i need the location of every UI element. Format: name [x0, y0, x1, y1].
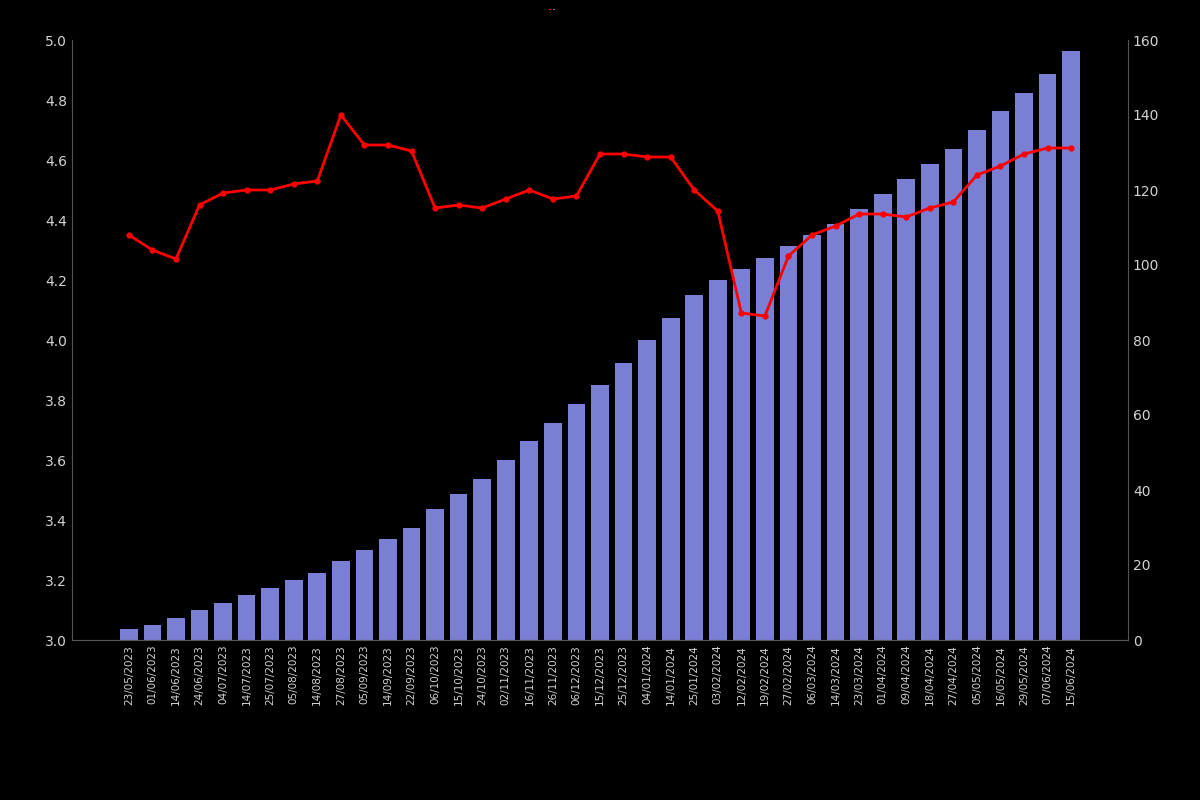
Bar	[308, 573, 326, 640]
Bar	[944, 149, 962, 640]
Bar	[262, 587, 280, 640]
Bar	[827, 224, 845, 640]
Bar	[521, 442, 538, 640]
Bar	[403, 527, 420, 640]
Bar	[874, 194, 892, 640]
Bar	[1039, 74, 1056, 640]
Bar	[379, 538, 397, 640]
Bar	[426, 509, 444, 640]
Bar	[756, 258, 774, 640]
Bar	[920, 164, 938, 640]
Bar	[238, 595, 256, 640]
Bar	[898, 178, 916, 640]
Bar	[1015, 93, 1033, 640]
Bar	[473, 478, 491, 640]
Bar	[284, 580, 302, 640]
Bar	[638, 340, 656, 640]
Bar	[144, 625, 161, 640]
Bar	[709, 280, 727, 640]
Bar	[732, 269, 750, 640]
Bar	[568, 404, 586, 640]
Bar	[685, 295, 703, 640]
Bar	[120, 629, 138, 640]
Bar	[968, 130, 985, 640]
Bar	[780, 246, 797, 640]
Bar	[497, 460, 515, 640]
Bar	[662, 318, 679, 640]
Bar	[355, 550, 373, 640]
Bar	[544, 422, 562, 640]
Bar	[851, 209, 868, 640]
Bar	[450, 494, 468, 640]
Bar	[167, 618, 185, 640]
Bar	[991, 111, 1009, 640]
Bar	[215, 602, 232, 640]
Bar	[803, 235, 821, 640]
Bar	[592, 385, 608, 640]
Legend: , : ,	[548, 9, 556, 11]
Bar	[1062, 51, 1080, 640]
Bar	[332, 562, 349, 640]
Bar	[614, 362, 632, 640]
Bar	[191, 610, 209, 640]
